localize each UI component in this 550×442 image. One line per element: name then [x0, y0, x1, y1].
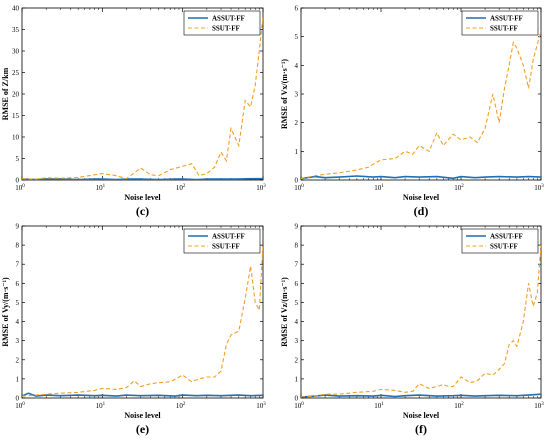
- y-tick-label: 20: [12, 91, 20, 99]
- plot-frame: [21, 225, 264, 399]
- series-line-assut-ff: [301, 393, 541, 398]
- x-tick-label: 102: [454, 402, 464, 410]
- x-tick-label: 102: [454, 184, 464, 192]
- y-tick-label: 1: [295, 148, 299, 156]
- panel-label: (d): [414, 204, 429, 218]
- panel-c: 0 5 10 15 20 25 30 35 40 100 101 102 103 ASSUT-FF SSUT…: [1, 5, 266, 219]
- legend-box: [183, 10, 261, 36]
- y-axis-label: RMSE of Vx/(m·s⁻¹): [280, 59, 289, 129]
- legend-label: ASSUT-FF: [490, 15, 523, 23]
- panel-label: (c): [136, 204, 149, 218]
- legend-box: [461, 228, 539, 254]
- series-line-ssut-ff: [22, 16, 263, 180]
- y-tick-label: 1: [16, 375, 20, 383]
- plot-frame: [300, 225, 542, 399]
- y-tick-label: 8: [295, 242, 299, 250]
- x-tick-label: 103: [534, 184, 544, 192]
- series-line-ssut-ff: [301, 30, 541, 180]
- panel-f: 0 1 2 3 4 5 6 7 8 9 100 101 102 103 ASSUT-FF SSUT-FF Noi…: [280, 223, 544, 437]
- y-tick-label: 3: [295, 337, 299, 345]
- y-tick-label: 1: [295, 375, 299, 383]
- y-tick-label: 35: [12, 26, 20, 34]
- legend-label: SSUT-FF: [490, 243, 518, 251]
- y-tick-label: 3: [295, 91, 299, 99]
- y-axis-label: RMSE of Vz/(m·s⁻¹): [280, 277, 289, 347]
- x-tick-label: 100: [294, 402, 304, 410]
- y-tick-label: 2: [295, 356, 299, 364]
- legend-box: [461, 10, 539, 36]
- legend-label: SSUT-FF: [212, 25, 240, 33]
- y-tick-label: 15: [12, 112, 20, 120]
- y-tick-label: 6: [295, 5, 299, 13]
- y-axis-label: RMSE of Z/km: [1, 67, 10, 120]
- y-tick-label: 8: [16, 242, 20, 250]
- legend-label: SSUT-FF: [212, 243, 240, 251]
- x-tick-label: 100: [15, 184, 25, 192]
- legend-label: ASSUT-FF: [212, 15, 245, 23]
- x-tick-label: 101: [96, 184, 106, 192]
- x-tick-label: 102: [176, 402, 186, 410]
- x-tick-label: 101: [374, 402, 384, 410]
- x-tick-label: 100: [294, 184, 304, 192]
- panel-d: 0 1 2 3 4 5 6 100 101 102 103 ASSUT-FF SSUT-FF Noise …: [280, 5, 544, 219]
- series-line-assut-ff: [22, 392, 263, 397]
- x-tick-label: 101: [374, 184, 384, 192]
- legend-label: ASSUT-FF: [212, 233, 245, 241]
- legend-box: [183, 228, 261, 254]
- y-tick-label: 0: [295, 177, 299, 185]
- x-tick-label: 100: [15, 402, 25, 410]
- x-tick-label: 103: [256, 402, 266, 410]
- y-tick-label: 0: [295, 395, 299, 403]
- y-tick-label: 7: [295, 261, 299, 269]
- y-axis-label: RMSE of Vy/(m·s⁻¹): [1, 277, 10, 347]
- series-line-assut-ff: [22, 177, 263, 180]
- plot-frame: [300, 7, 542, 181]
- y-tick-label: 40: [12, 5, 20, 13]
- y-tick-label: 9: [16, 223, 20, 231]
- y-tick-label: 6: [16, 280, 20, 288]
- series-line-ssut-ff: [301, 245, 541, 398]
- y-tick-label: 2: [16, 356, 20, 364]
- x-tick-label: 103: [534, 402, 544, 410]
- series-line-ssut-ff: [22, 245, 263, 397]
- y-tick-label: 4: [16, 318, 20, 326]
- x-axis-label: Noise level: [403, 411, 440, 420]
- legend-label: ASSUT-FF: [490, 233, 523, 241]
- y-tick-label: 5: [295, 33, 299, 41]
- y-tick-label: 2: [295, 119, 299, 127]
- y-tick-label: 4: [295, 318, 299, 326]
- panel-label: (f): [415, 422, 427, 436]
- y-tick-label: 5: [16, 299, 20, 307]
- y-tick-label: 3: [16, 337, 20, 345]
- x-tick-label: 101: [96, 402, 106, 410]
- x-axis-label: Noise level: [403, 193, 440, 202]
- y-tick-label: 0: [16, 177, 20, 185]
- y-tick-label: 6: [295, 280, 299, 288]
- series-line-assut-ff: [301, 175, 541, 180]
- panel-e: 0 1 2 3 4 5 6 7 8 9 100 101 102 103 ASSUT-FF SSUT-FF Noi…: [1, 223, 266, 437]
- y-tick-label: 9: [295, 223, 299, 231]
- x-axis-label: Noise level: [124, 411, 161, 420]
- legend-label: SSUT-FF: [490, 25, 518, 33]
- y-tick-label: 10: [12, 134, 20, 142]
- plot-frame: [21, 7, 264, 181]
- y-tick-label: 30: [12, 48, 20, 56]
- y-tick-label: 25: [12, 69, 20, 77]
- y-tick-label: 0: [16, 395, 20, 403]
- y-tick-label: 7: [16, 261, 20, 269]
- x-axis-label: Noise level: [124, 193, 161, 202]
- y-tick-label: 4: [295, 62, 299, 70]
- y-tick-label: 5: [295, 299, 299, 307]
- x-tick-label: 102: [176, 184, 186, 192]
- y-tick-label: 5: [16, 155, 20, 163]
- panel-label: (e): [136, 422, 149, 436]
- x-tick-label: 103: [256, 184, 266, 192]
